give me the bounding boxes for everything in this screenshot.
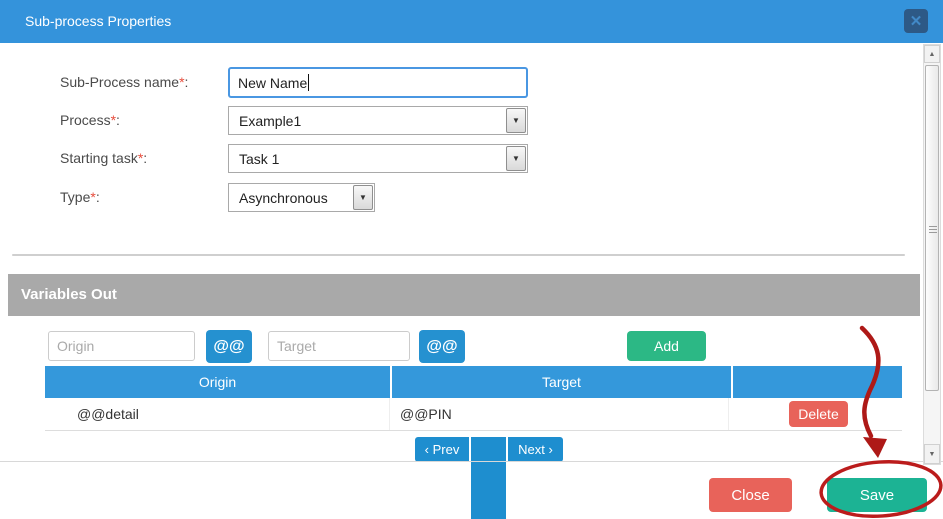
process-select[interactable]: Example1 ▼ bbox=[228, 106, 528, 135]
dropdown-arrow-icon[interactable]: ▼ bbox=[353, 185, 373, 210]
origin-variable-picker-button[interactable]: @@ bbox=[206, 330, 252, 363]
delete-button[interactable]: Delete bbox=[789, 401, 848, 427]
actions-column-header bbox=[733, 366, 902, 398]
required-mark: * bbox=[137, 150, 144, 166]
page-number-button[interactable]: 1 bbox=[471, 437, 506, 519]
required-mark: * bbox=[110, 112, 117, 128]
actions-cell: Delete bbox=[729, 398, 898, 430]
type-label: Type*: bbox=[60, 189, 100, 205]
close-button[interactable]: ✕ bbox=[904, 9, 928, 33]
dialog-title: Sub-process Properties bbox=[25, 13, 172, 29]
variables-out-header: Variables Out bbox=[8, 274, 920, 316]
prev-page-button[interactable]: ‹ Prev bbox=[415, 437, 469, 462]
table-row: @@detail @@PIN Delete bbox=[45, 398, 902, 431]
section-divider bbox=[12, 254, 905, 256]
dropdown-arrow-icon[interactable]: ▼ bbox=[506, 146, 526, 171]
text-caret bbox=[308, 74, 310, 91]
type-select[interactable]: Asynchronous ▼ bbox=[228, 183, 375, 212]
footer-divider bbox=[0, 461, 943, 462]
origin-input[interactable] bbox=[48, 331, 195, 361]
target-cell: @@PIN bbox=[390, 398, 729, 430]
scrollbar-thumb[interactable] bbox=[925, 65, 939, 391]
target-variable-picker-button[interactable]: @@ bbox=[419, 330, 465, 363]
target-input[interactable] bbox=[268, 331, 410, 361]
target-column-header: Target bbox=[392, 366, 731, 398]
scrollbar: ▲ ▼ bbox=[923, 44, 941, 465]
required-mark: * bbox=[90, 189, 96, 205]
scroll-up-icon[interactable]: ▲ bbox=[924, 45, 940, 63]
at-at-icon: @@ bbox=[426, 337, 458, 355]
table-header-row: Origin Target bbox=[45, 366, 902, 398]
save-button[interactable]: Save bbox=[827, 478, 927, 512]
subprocess-name-label: Sub-Process name*: bbox=[60, 74, 189, 90]
starting-task-select[interactable]: Task 1 ▼ bbox=[228, 144, 528, 173]
dialog-titlebar: Sub-process Properties ✕ bbox=[0, 0, 943, 43]
next-page-button[interactable]: Next › bbox=[508, 437, 563, 462]
starting-task-label: Starting task*: bbox=[60, 150, 148, 166]
close-icon: ✕ bbox=[909, 12, 923, 30]
origin-column-header: Origin bbox=[45, 366, 390, 398]
scroll-down-icon[interactable]: ▼ bbox=[924, 444, 940, 464]
required-mark: * bbox=[179, 74, 185, 90]
subprocess-name-input[interactable]: New Name bbox=[228, 67, 528, 98]
at-at-icon: @@ bbox=[213, 337, 245, 355]
scrollbar-grip bbox=[929, 226, 937, 235]
pagination: ‹ Prev 1 Next › bbox=[415, 437, 563, 519]
process-label: Process*: bbox=[60, 112, 120, 128]
variables-table: Origin Target @@detail @@PIN Delete bbox=[45, 366, 902, 431]
add-button[interactable]: Add bbox=[627, 331, 706, 361]
close-dialog-button[interactable]: Close bbox=[709, 478, 792, 512]
dropdown-arrow-icon[interactable]: ▼ bbox=[506, 108, 526, 133]
origin-cell: @@detail bbox=[45, 398, 390, 430]
